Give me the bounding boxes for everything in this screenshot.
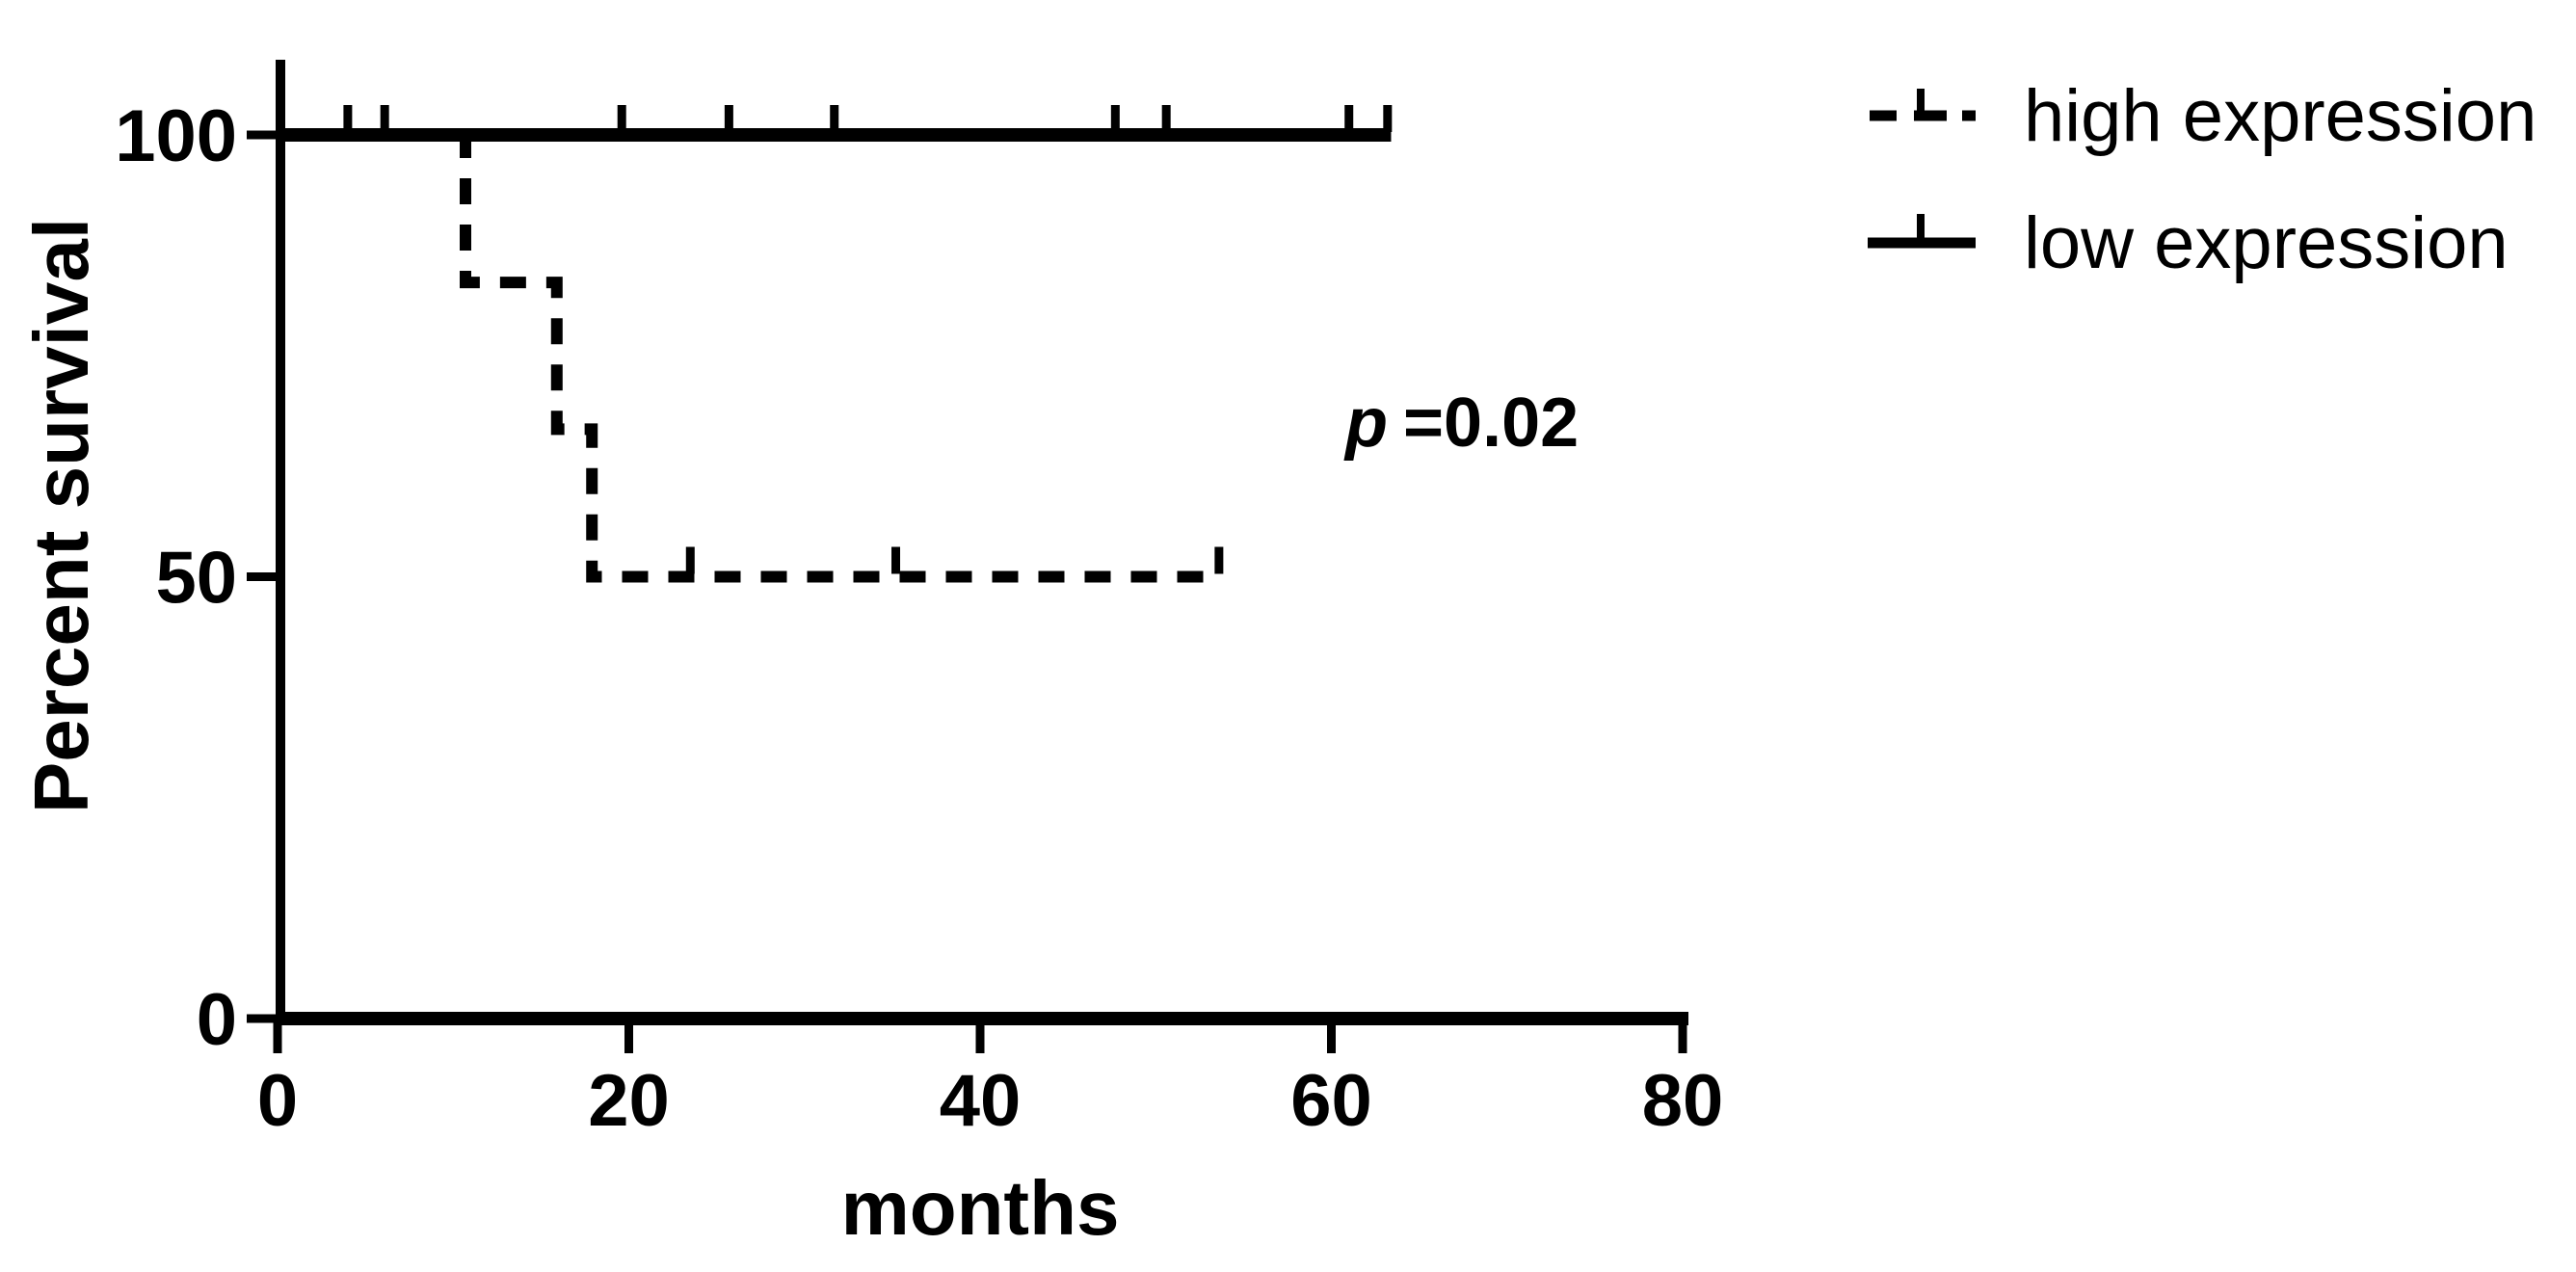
legend-item-low-expression: low expression	[1866, 201, 2536, 284]
legend-item-high-expression: high expression	[1866, 74, 2537, 157]
y-axis-title: Percent survival	[18, 217, 104, 814]
svg-text:20: 20	[588, 1060, 670, 1142]
x-axis-title: months	[840, 1165, 1120, 1251]
svg-text:50: 50	[155, 538, 237, 620]
svg-text:60: 60	[1290, 1060, 1372, 1142]
svg-text:0: 0	[257, 1060, 298, 1142]
legend-label: low expression	[2024, 201, 2509, 284]
svg-text:0: 0	[197, 979, 237, 1061]
svg-text:40: 40	[940, 1060, 1022, 1142]
dashed-line-key-icon	[1870, 89, 1976, 121]
p-value-annotation: p =0.02	[1345, 384, 1579, 463]
legend: high expression low expression	[1866, 75, 2536, 330]
solid-line-key-icon	[1868, 214, 1976, 249]
p-value-text: =0.02	[1402, 384, 1580, 462]
svg-text:80: 80	[1642, 1060, 1724, 1142]
p-symbol: p	[1345, 384, 1388, 462]
svg-text:100: 100	[115, 95, 237, 177]
legend-label: high expression	[2024, 74, 2537, 157]
